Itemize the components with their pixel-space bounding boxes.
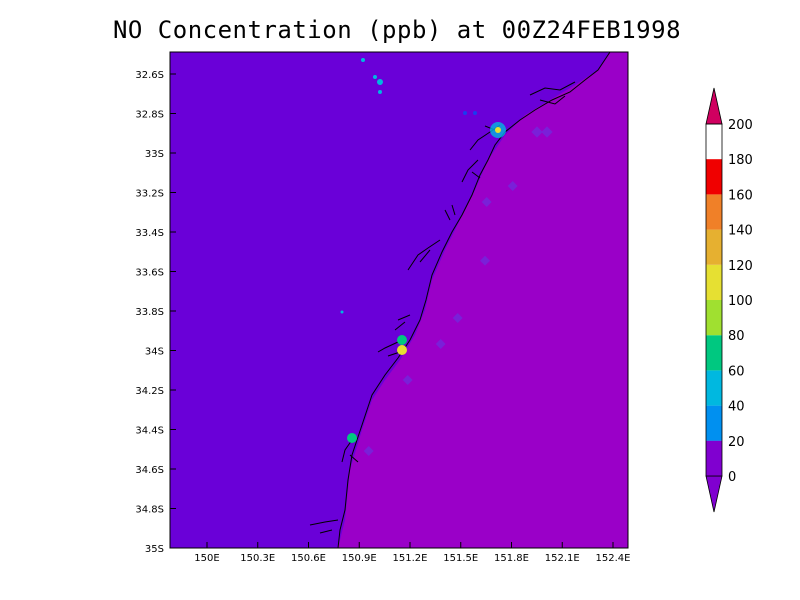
colorbar-label: 100 [728,294,753,309]
concentration-hotspots [340,58,506,443]
colorbar-segment [706,229,722,265]
lat-tick-label: 32.8S [135,110,164,121]
lon-tick-label: 151.5E [443,553,478,564]
lat-tick-label: 33.8S [135,307,164,318]
lon-tick-label: 150.9E [342,553,377,564]
estuaries [309,81,576,534]
lon-tick-label: 151.2E [393,553,428,564]
colorbar: 0 20 40 60 80 100 120 140 160 180 200 [705,87,753,513]
chart-title: NO Concentration (ppb) at 00Z24FEB1998 [112,16,682,44]
lon-tick-label: 150.3E [240,553,275,564]
lat-tick-label: 35S [145,544,164,555]
lon-tick-label: 152.1E [545,553,580,564]
longitude-axis: 150E 150.3E 150.6E 150.9E 151.2E 151.5E 151.8E… [194,542,630,564]
colorbar-upper-extension [705,87,723,125]
colorbar-label: 180 [728,153,753,168]
coastline [337,51,611,549]
colorbar-label: 40 [728,400,745,415]
map-frame [169,51,629,549]
lat-tick-label: 34.4S [135,426,164,437]
lon-tick-label: 152.4E [596,553,631,564]
colorbar-label: 0 [728,470,736,485]
colorbar-label: 140 [728,224,753,239]
map-sea-area [338,52,628,548]
lon-tick-label: 150E [194,553,219,564]
colorbar-segment [706,194,722,230]
colorbar-segment [706,440,722,476]
colorbar-segment [706,370,722,406]
colorbar-label: 20 [728,435,745,450]
colorbar-segment [706,405,722,441]
colorbar-label: 200 [728,118,753,133]
colorbar-label: 160 [728,188,753,203]
colorbar-label: 60 [728,364,745,379]
lat-tick-label: 32.6S [135,70,164,81]
lat-tick-label: 33.6S [135,268,164,279]
lon-tick-label: 151.8E [494,553,529,564]
colorbar-segment [706,335,722,371]
lon-tick-label: 150.6E [291,553,326,564]
lat-tick-label: 34S [145,347,164,358]
colorbar-lower-extension [705,475,723,513]
lat-tick-label: 34.2S [135,386,164,397]
colorbar-segment [706,159,722,195]
latitude-axis: 32.6S 32.8S 33S 33.2S 33.4S 33.6S 33.8S 34S 34.2… [135,70,176,555]
colorbar-segment [706,264,722,300]
lat-tick-label: 33.2S [135,189,164,200]
colorbar-label: 120 [728,259,753,274]
colorbar-segment [706,300,722,336]
colorbar-label: 80 [728,329,745,344]
lat-tick-label: 34.6S [135,465,164,476]
lat-tick-label: 34.8S [135,505,164,516]
colorbar-outline [705,123,723,477]
lat-tick-label: 33.4S [135,228,164,239]
lat-tick-label: 33S [145,149,164,160]
